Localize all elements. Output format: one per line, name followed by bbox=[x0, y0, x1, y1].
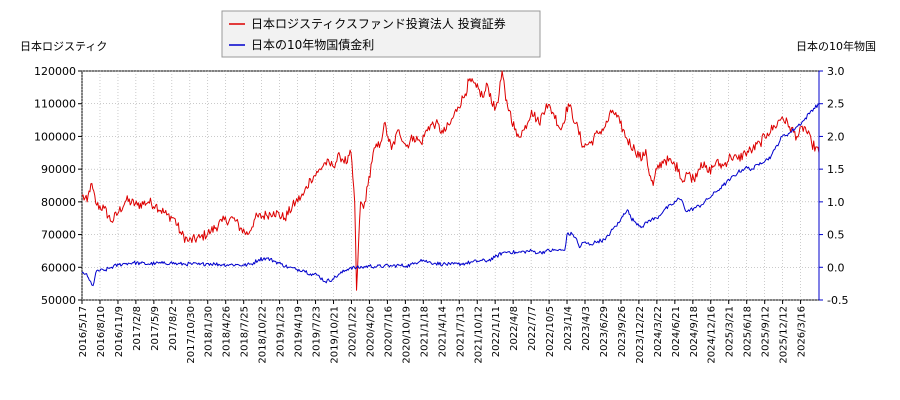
x-tick-label: 2022/1/11 bbox=[491, 306, 502, 357]
right-tick-label: 1.5 bbox=[827, 163, 845, 176]
right-tick-label: -0.5 bbox=[827, 294, 848, 307]
x-tick-label: 2024/9/18 bbox=[689, 306, 700, 357]
x-tick-label: 2024/3/22 bbox=[653, 306, 664, 357]
x-tick-label: 2018/7/25 bbox=[240, 306, 251, 357]
x-tick-label: 2019/7/23 bbox=[312, 306, 323, 357]
legend-box bbox=[221, 10, 541, 58]
x-tick-label: 2020/10/19 bbox=[401, 306, 412, 364]
x-tick-label: 2017/2/8 bbox=[132, 306, 143, 351]
y-right-axis-title: 日本の10年物国 bbox=[796, 39, 876, 53]
x-tick-label: 2020/7/16 bbox=[383, 306, 394, 357]
right-tick-label: 3.0 bbox=[827, 65, 845, 78]
left-tick-label: 100000 bbox=[34, 130, 76, 143]
left-tick-label: 70000 bbox=[41, 229, 76, 242]
y-left-axis-title: 日本ロジスティク bbox=[20, 39, 107, 53]
x-tick-label: 2023/6/29 bbox=[599, 306, 610, 357]
x-tick-label: 2016/5/17 bbox=[78, 306, 89, 357]
x-tick-label: 2025/6/18 bbox=[743, 306, 754, 357]
x-tick-label: 2016/8/10 bbox=[96, 306, 107, 357]
x-tick-label: 2016/11/9 bbox=[114, 306, 125, 357]
x-tick-label: 2019/4/19 bbox=[294, 306, 305, 357]
left-tick-label: 110000 bbox=[34, 98, 76, 111]
x-axis-ticks: 2016/5/17 2016/8/10 2016/11/9 2017/2/8 2017/… bbox=[78, 300, 808, 364]
left-axis-ticks: 50000 60000 70000 80000 90000 100000 110000 120… bbox=[34, 65, 82, 307]
series-layer bbox=[81, 70, 820, 291]
right-tick-label: 1.0 bbox=[827, 196, 845, 209]
right-tick-label: 2.0 bbox=[827, 130, 845, 143]
x-tick-label: 2025/3/21 bbox=[725, 306, 736, 357]
x-tick-label: 2025/9/12 bbox=[761, 306, 772, 357]
x-tick-label: 2023/4/3 bbox=[581, 306, 592, 351]
x-tick-label: 2025/12/12 bbox=[779, 306, 790, 364]
x-tick-label: 2023/12/22 bbox=[635, 306, 646, 364]
right-tick-label: 2.5 bbox=[827, 98, 845, 111]
x-tick-label: 2026/3/16 bbox=[797, 306, 808, 357]
x-tick-label: 2018/10/22 bbox=[258, 306, 269, 364]
x-tick-label: 2020/1/22 bbox=[347, 306, 358, 357]
x-tick-label: 2022/7/7 bbox=[527, 306, 538, 351]
left-tick-label: 50000 bbox=[41, 294, 76, 307]
x-tick-label: 2022/10/5 bbox=[545, 306, 556, 357]
x-tick-label: 2021/10/12 bbox=[473, 306, 484, 364]
x-tick-label: 2019/1/23 bbox=[276, 306, 287, 357]
x-tick-label: 2017/5/9 bbox=[150, 306, 161, 351]
right-tick-label: 0.0 bbox=[827, 261, 845, 274]
x-tick-label: 2022/4/8 bbox=[509, 306, 520, 351]
left-tick-label: 80000 bbox=[41, 196, 76, 209]
series-line-0 bbox=[81, 70, 820, 291]
left-tick-label: 90000 bbox=[41, 163, 76, 176]
left-tick-label: 120000 bbox=[34, 65, 76, 78]
x-tick-label: 2018/1/30 bbox=[204, 306, 215, 357]
right-axis-ticks: -0.5 0.0 0.5 1.0 1.5 2.0 2.5 3.0 bbox=[819, 65, 848, 307]
x-tick-label: 2021/1/18 bbox=[419, 306, 430, 357]
x-tick-label: 2018/4/26 bbox=[222, 306, 233, 357]
left-tick-label: 60000 bbox=[41, 261, 76, 274]
vertical-gridlines bbox=[81, 71, 801, 300]
x-tick-label: 2017/10/30 bbox=[186, 306, 197, 364]
legend-label-0: 日本ロジスティクスファンド投資法人 投資証券 bbox=[251, 16, 506, 31]
legend-label-1: 日本の10年物国債金利 bbox=[251, 37, 374, 52]
series-line-1 bbox=[81, 103, 820, 287]
x-tick-label: 2023/9/26 bbox=[617, 306, 628, 357]
x-tick-label: 2021/4/14 bbox=[437, 306, 448, 357]
legend: 日本ロジスティクスファンド投資法人 投資証券 日本の10年物国債金利 bbox=[221, 10, 541, 58]
x-tick-label: 2019/10/21 bbox=[330, 306, 341, 364]
x-tick-label: 2021/7/13 bbox=[455, 306, 466, 357]
right-tick-label: 0.5 bbox=[827, 229, 845, 242]
x-tick-label: 2020/4/20 bbox=[365, 306, 376, 357]
x-tick-label: 2017/8/2 bbox=[168, 306, 179, 351]
x-tick-label: 2024/6/21 bbox=[671, 306, 682, 357]
x-tick-label: 2023/1/4 bbox=[563, 306, 574, 351]
x-tick-label: 2024/12/16 bbox=[707, 306, 718, 364]
